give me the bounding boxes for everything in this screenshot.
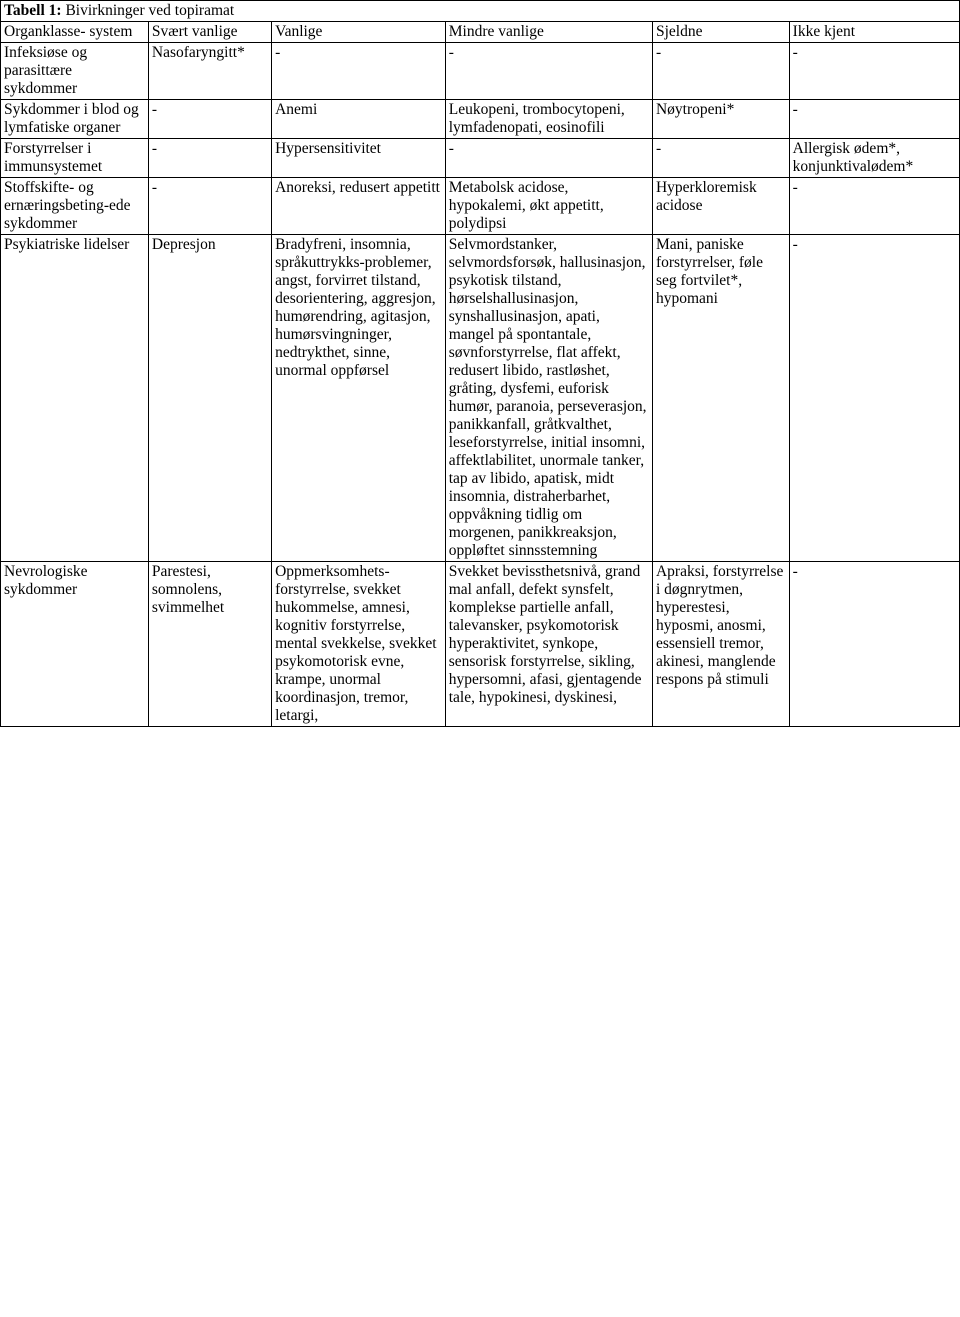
table-row: Stoffskifte- og ernæringsbeting-ede sykd… — [1, 178, 960, 235]
cell-very-common: - — [148, 178, 271, 235]
cell-unknown: Allergisk ødem*, konjunktivalødem* — [789, 139, 959, 178]
cell-organ-class: Psykiatriske lidelser — [1, 235, 149, 562]
cell-rare: - — [652, 43, 789, 100]
table-row: Nevrologiske sykdommer Parestesi, somnol… — [1, 562, 960, 727]
cell-common: Hypersensitivitet — [272, 139, 446, 178]
header-very-common: Svært vanlige — [148, 22, 271, 43]
cell-organ-class: Forstyrrelser i immunsystemet — [1, 139, 149, 178]
cell-rare: Mani, paniske forstyrrelser, føle seg fo… — [652, 235, 789, 562]
header-common: Vanlige — [272, 22, 446, 43]
cell-unknown: - — [789, 43, 959, 100]
cell-uncommon: - — [445, 139, 652, 178]
table-title-row: Tabell 1: Bivirkninger ved topiramat — [1, 1, 960, 22]
table-header-row: Organklasse- system Svært vanlige Vanlig… — [1, 22, 960, 43]
adverse-effects-table: Tabell 1: Bivirkninger ved topiramat Org… — [0, 0, 960, 727]
cell-common: Anemi — [272, 100, 446, 139]
cell-very-common: - — [148, 139, 271, 178]
table-row: Infeksiøse og parasittære sykdommer Naso… — [1, 43, 960, 100]
header-rare: Sjeldne — [652, 22, 789, 43]
cell-common: - — [272, 43, 446, 100]
table-row: Psykiatriske lidelser Depresjon Bradyfre… — [1, 235, 960, 562]
cell-unknown: - — [789, 235, 959, 562]
table-row: Forstyrrelser i immunsystemet - Hypersen… — [1, 139, 960, 178]
cell-rare: - — [652, 139, 789, 178]
cell-uncommon: Metabolsk acidose, hypokalemi, økt appet… — [445, 178, 652, 235]
cell-uncommon: Leukopeni, trombocytopeni, lymfadenopati… — [445, 100, 652, 139]
cell-rare: Hyperkloremisk acidose — [652, 178, 789, 235]
cell-common: Bradyfreni, insomnia, språkuttrykks-prob… — [272, 235, 446, 562]
header-unknown: Ikke kjent — [789, 22, 959, 43]
header-uncommon: Mindre vanlige — [445, 22, 652, 43]
cell-rare: Apraksi, forstyrrelse i døgnrytmen, hype… — [652, 562, 789, 727]
header-organ-class: Organklasse- system — [1, 22, 149, 43]
cell-common: Anoreksi, redusert appetitt — [272, 178, 446, 235]
cell-rare: Nøytropeni* — [652, 100, 789, 139]
cell-very-common: Parestesi, somnolens, svimmelhet — [148, 562, 271, 727]
table-row: Sykdommer i blod og lymfatiske organer -… — [1, 100, 960, 139]
cell-unknown: - — [789, 100, 959, 139]
cell-uncommon: - — [445, 43, 652, 100]
cell-common: Oppmerksomhets-forstyrrelse, svekket huk… — [272, 562, 446, 727]
cell-organ-class: Nevrologiske sykdommer — [1, 562, 149, 727]
table-title-rest: Bivirkninger ved topiramat — [62, 2, 235, 19]
cell-organ-class: Infeksiøse og parasittære sykdommer — [1, 43, 149, 100]
cell-very-common: Depresjon — [148, 235, 271, 562]
cell-very-common: Nasofaryngitt* — [148, 43, 271, 100]
cell-organ-class: Sykdommer i blod og lymfatiske organer — [1, 100, 149, 139]
table-title: Tabell 1: Bivirkninger ved topiramat — [1, 1, 960, 22]
cell-uncommon: Selvmordstanker, selvmordsforsøk, hallus… — [445, 235, 652, 562]
cell-organ-class: Stoffskifte- og ernæringsbeting-ede sykd… — [1, 178, 149, 235]
cell-very-common: - — [148, 100, 271, 139]
cell-unknown: - — [789, 178, 959, 235]
cell-uncommon: Svekket bevissthetsnivå, grand mal anfal… — [445, 562, 652, 727]
table-title-bold: Tabell 1: — [4, 2, 62, 19]
cell-unknown: - — [789, 562, 959, 727]
